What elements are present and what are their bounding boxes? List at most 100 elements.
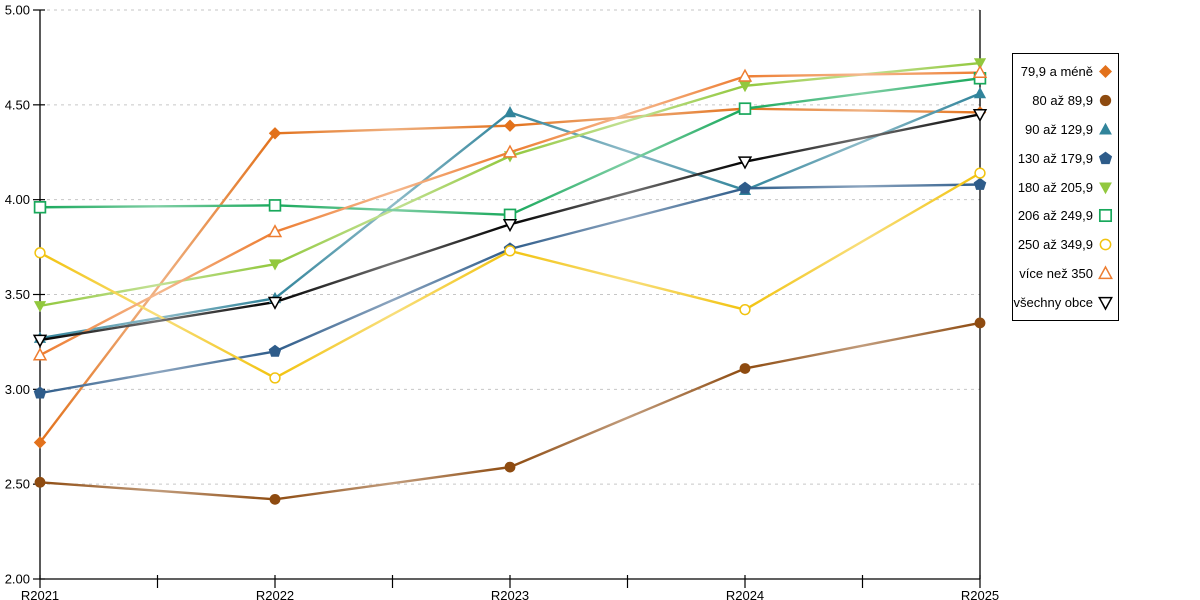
circle-open-marker-icon — [974, 167, 986, 179]
series-line-7 — [509, 75, 746, 154]
triangle-down-open-marker-icon — [267, 296, 283, 310]
legend-swatch-icon — [1099, 181, 1112, 194]
y-axis-tick-label: 3.00 — [5, 382, 30, 397]
legend-label: 80 až 89,9 — [1032, 92, 1093, 108]
triangle-up-filled-marker-icon — [1099, 122, 1112, 135]
series-line-3 — [744, 183, 981, 190]
series-line-7 — [744, 71, 981, 78]
circle-open-marker-icon — [504, 245, 516, 257]
series-line-7 — [274, 151, 511, 234]
square-open-marker-icon — [268, 199, 282, 212]
series-line-3 — [39, 350, 276, 395]
legend-swatch-icon — [1098, 151, 1113, 164]
series-line-0 — [509, 107, 746, 127]
legend-swatch-icon — [1099, 94, 1112, 106]
x-axis-tick-label: R2021 — [21, 588, 59, 600]
legend-label: 250 až 349,9 — [1017, 237, 1093, 253]
series-line-5 — [39, 204, 276, 209]
triangle-down-filled-marker-icon — [738, 81, 752, 93]
series-line-5 — [274, 204, 511, 217]
series-line-0 — [39, 132, 276, 444]
series-line-5 — [744, 77, 981, 110]
diamond-filled-marker-icon — [33, 436, 47, 449]
legend-item-4: 180 až 205,9 — [1015, 173, 1116, 202]
circle-filled-marker-icon — [1099, 94, 1112, 106]
y-axis-tick-label: 3.50 — [5, 287, 30, 302]
diamond-filled-marker-icon — [503, 119, 517, 132]
legend-item-1: 80 až 89,9 — [1015, 86, 1116, 115]
triangle-down-filled-marker-icon — [33, 301, 47, 313]
triangle-down-open-marker-icon — [32, 334, 48, 348]
y-axis-tick-label: 4.00 — [5, 192, 30, 207]
legend-item-0: 79,9 a méně — [1015, 57, 1116, 86]
legend-label: více než 350 — [1019, 266, 1093, 282]
series-line-8 — [39, 300, 276, 342]
series-line-1 — [39, 481, 276, 501]
pentagon-filled-marker-icon — [33, 386, 47, 399]
square-open-marker-icon — [1098, 209, 1113, 223]
square-open-marker-icon — [738, 102, 752, 115]
series-line-3 — [509, 187, 746, 251]
legend-label: 180 až 205,9 — [1017, 179, 1093, 195]
legend-label: 90 až 129,9 — [1025, 121, 1093, 137]
triangle-down-filled-marker-icon — [268, 259, 282, 271]
series-line-6 — [744, 172, 981, 311]
triangle-up-open-marker-icon — [267, 224, 283, 238]
triangle-up-open-marker-icon — [972, 64, 988, 78]
series-line-8 — [274, 223, 511, 304]
series-line-2 — [744, 92, 981, 192]
series-line-2 — [39, 297, 276, 340]
series-line-2 — [274, 111, 511, 300]
legend-label: 130 až 179,9 — [1017, 150, 1093, 166]
triangle-down-filled-marker-icon — [973, 58, 987, 70]
triangle-up-open-marker-icon — [32, 347, 48, 361]
legend-label: 206 až 249,9 — [1017, 208, 1093, 224]
chart-legend: 79,9 a méně 80 až 89,9 90 až 129,9 130 až 1… — [1012, 53, 1119, 321]
square-open-marker-icon — [33, 201, 47, 214]
triangle-down-open-marker-icon — [737, 156, 753, 170]
circle-filled-marker-icon — [34, 476, 46, 488]
y-axis-tick-label: 2.00 — [5, 572, 30, 587]
triangle-up-open-marker-icon — [502, 144, 518, 158]
legend-item-7: více než 350 — [1015, 259, 1116, 288]
triangle-up-open-marker-icon — [1098, 265, 1113, 280]
pentagon-filled-marker-icon — [738, 181, 752, 194]
pentagon-filled-marker-icon — [1098, 151, 1113, 164]
series-line-5 — [509, 107, 746, 216]
legend-swatch-icon — [1099, 122, 1112, 135]
series-line-0 — [274, 124, 511, 135]
legend-swatch-icon — [1098, 265, 1113, 280]
y-axis-tick-label: 2.50 — [5, 477, 30, 492]
x-axis-tick-label: R2022 — [256, 588, 294, 600]
square-open-marker-icon — [503, 208, 517, 222]
x-axis-tick-label: R2025 — [961, 588, 999, 600]
series-line-0 — [744, 107, 981, 114]
diamond-filled-marker-icon — [268, 127, 282, 140]
circle-filled-marker-icon — [739, 363, 751, 374]
legend-item-3: 130 až 179,9 — [1015, 144, 1116, 173]
series-line-6 — [39, 251, 276, 380]
legend-item-2: 90 až 129,9 — [1015, 115, 1116, 144]
y-axis-tick-label: 5.00 — [5, 3, 30, 18]
series-line-2 — [509, 111, 746, 192]
triangle-down-filled-marker-icon — [1099, 181, 1112, 194]
legend-swatch-icon — [1098, 209, 1113, 223]
circle-open-marker-icon — [269, 372, 281, 384]
series-line-1 — [744, 321, 981, 370]
triangle-down-open-marker-icon — [502, 218, 518, 233]
series-line-6 — [274, 249, 511, 380]
y-axis-tick-label: 4.50 — [5, 97, 30, 112]
legend-label: 79,9 a méně — [1020, 63, 1093, 79]
x-axis-tick-label: R2023 — [491, 588, 529, 600]
circle-filled-marker-icon — [974, 317, 986, 329]
circle-open-marker-icon — [739, 304, 751, 316]
legend-item-8: všechny obce — [1013, 288, 1116, 317]
series-line-1 — [509, 367, 746, 469]
diamond-filled-marker-icon — [1098, 64, 1113, 78]
legend-label: všechny obce — [1013, 295, 1094, 311]
legend-item-5: 206 až 249,9 — [1015, 201, 1116, 230]
series-line-4 — [39, 262, 276, 308]
legend-item-6: 250 až 349,9 — [1015, 230, 1116, 259]
